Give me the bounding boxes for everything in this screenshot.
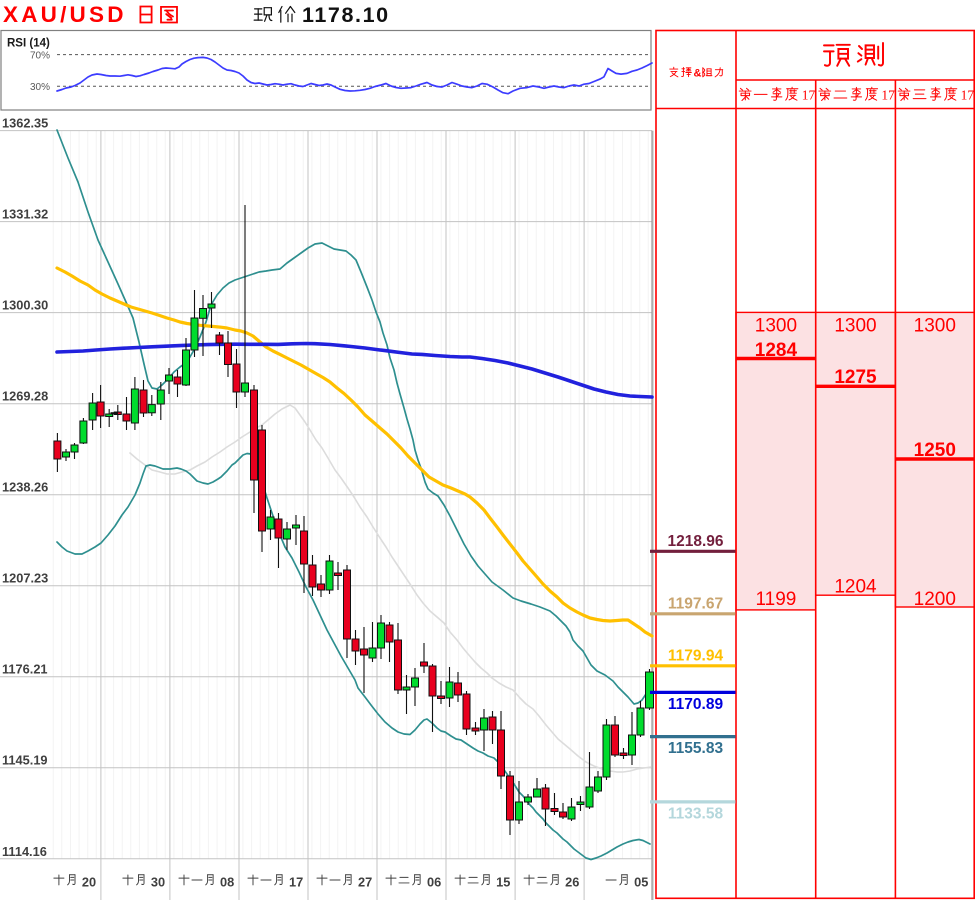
svg-text:RSI (14): RSI (14) <box>7 38 50 50</box>
svg-text:1250: 1250 <box>914 440 956 461</box>
svg-text:08: 08 <box>220 874 234 889</box>
svg-text:1133.58: 1133.58 <box>668 805 724 822</box>
svg-text:1284: 1284 <box>755 340 798 361</box>
svg-text:26: 26 <box>565 874 579 889</box>
svg-text:1331.32: 1331.32 <box>2 207 48 222</box>
svg-text:1178.10: 1178.10 <box>302 3 390 27</box>
svg-text:1300: 1300 <box>914 316 956 337</box>
svg-text:XAU/USD: XAU/USD <box>3 2 127 27</box>
svg-text:1114.16: 1114.16 <box>2 844 47 859</box>
svg-text:17: 17 <box>802 88 816 103</box>
svg-text:1300.30: 1300.30 <box>2 298 48 313</box>
svg-text:20: 20 <box>82 874 96 889</box>
svg-text:1170.89: 1170.89 <box>668 696 724 713</box>
svg-text:1155.83: 1155.83 <box>668 740 724 757</box>
svg-text:1218.96: 1218.96 <box>667 533 723 550</box>
svg-text:30%: 30% <box>30 82 50 93</box>
svg-text:27: 27 <box>358 874 372 889</box>
svg-text:17: 17 <box>961 88 975 103</box>
svg-text:1300: 1300 <box>755 316 797 337</box>
svg-text:1269.28: 1269.28 <box>2 389 48 404</box>
svg-text:1238.26: 1238.26 <box>2 480 48 495</box>
svg-text:1300: 1300 <box>834 316 876 337</box>
svg-text:70%: 70% <box>30 50 50 61</box>
svg-text:06: 06 <box>427 874 441 889</box>
svg-text:&: & <box>694 68 702 80</box>
svg-text:1179.94: 1179.94 <box>668 647 724 664</box>
svg-text:30: 30 <box>151 874 165 889</box>
svg-text:1145.19: 1145.19 <box>2 753 48 768</box>
svg-text:1199: 1199 <box>755 589 796 610</box>
svg-text:1362.35: 1362.35 <box>2 116 48 131</box>
svg-text:17: 17 <box>289 874 303 889</box>
svg-text:1204: 1204 <box>834 577 877 598</box>
svg-text:1176.21: 1176.21 <box>2 662 48 677</box>
svg-text:1275: 1275 <box>834 367 877 388</box>
svg-text:05: 05 <box>634 874 648 889</box>
svg-text:1207.23: 1207.23 <box>2 571 48 586</box>
svg-text:15: 15 <box>496 874 510 889</box>
svg-text:17: 17 <box>881 88 895 103</box>
svg-text:1200: 1200 <box>914 589 956 610</box>
svg-text:1197.67: 1197.67 <box>668 595 723 612</box>
